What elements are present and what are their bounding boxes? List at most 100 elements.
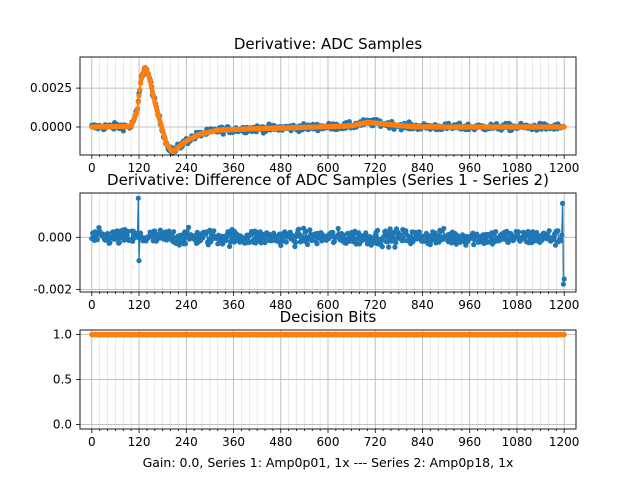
x-tick-label: 960 [458,298,481,312]
data-point [220,131,226,137]
data-point [330,229,336,235]
y-tick-label: 0.000 [38,230,72,244]
data-point [546,228,552,234]
x-tick-label: 240 [175,435,198,449]
data-point [456,120,463,126]
data-point [561,331,567,338]
data-point [246,239,252,245]
data-point [125,228,131,234]
series-2 [89,331,567,338]
x-tick-label: 120 [128,435,151,449]
x-tick-label: 120 [128,161,151,175]
x-tick-label: 600 [317,298,340,312]
data-point [560,281,567,287]
x-tick-label: 480 [269,435,292,449]
data-point [560,200,566,206]
data-point [169,233,175,240]
y-tick-label: -0.002 [33,282,72,296]
data-point [261,236,267,242]
chart-title: Derivative: ADC Samples [234,35,422,53]
panel-difference: 0 120 240 360 480 600 720 840 960 1080 1200 -0.002 0… [33,171,579,312]
data-point [278,242,284,249]
data-point [137,87,143,93]
x-tick-label: 720 [364,435,387,449]
x-tick-label: 720 [364,161,387,175]
data-point [407,234,413,240]
data-point [303,229,309,235]
data-point [463,242,469,248]
data-point [135,99,141,105]
x-tick-label: 1200 [549,161,580,175]
data-point [525,228,531,235]
data-point [375,227,381,233]
data-point [186,224,192,230]
data-point [387,226,393,232]
x-tick-label: 1200 [549,435,580,449]
y-tick-label: 0.0025 [30,81,72,95]
x-tick-label: 1080 [502,161,533,175]
x-tick-label: 240 [175,298,198,312]
x-tick-label: 600 [317,161,340,175]
data-point [505,239,511,245]
data-point [275,239,281,245]
data-point [359,238,365,244]
data-point [498,236,504,243]
data-point [134,230,140,236]
x-tick-label: 1080 [502,435,533,449]
data-point [335,225,341,232]
data-point [379,244,385,250]
data-point [136,93,142,99]
y-tick-label: 0.0 [53,418,72,432]
y-tick-label: 1.0 [53,328,72,342]
x-tick-label: 0 [88,161,96,175]
y-tick-label: 0.5 [53,373,72,387]
x-tick-label: 480 [269,161,292,175]
data-point [403,228,409,234]
data-point [124,232,130,238]
data-point [561,276,567,282]
data-point [559,232,565,238]
data-point [392,244,398,250]
data-point [207,227,213,233]
chart-title: Decision Bits [280,308,377,326]
data-point [331,238,337,245]
x-tick-label: 600 [317,435,340,449]
x-tick-label: 360 [222,435,245,449]
x-tick-label: 240 [175,161,198,175]
data-point [356,230,362,236]
data-point [262,240,268,246]
data-point [561,124,567,130]
x-tick-label: 960 [458,435,481,449]
data-point [293,239,299,245]
data-point [364,241,370,247]
data-point [304,241,311,248]
series-2 [89,64,567,155]
panel-decision-bits: 0 120 240 360 480 600 720 840 960 1080 1200 0.0 0.5 1… [53,308,580,470]
data-point [552,242,559,248]
data-point [211,228,217,234]
data-point [515,229,522,235]
y-tick-label: 0.0000 [30,120,72,134]
data-point [283,239,289,245]
series-1 [89,195,567,287]
x-tick-label: 360 [222,161,245,175]
data-point [398,127,404,133]
data-point [258,240,264,246]
x-tick-label: 0 [88,298,96,312]
x-tick-label: 960 [458,161,481,175]
data-point [107,240,113,246]
data-point [386,244,392,250]
data-point [116,240,122,246]
x-tick-label: 480 [269,298,292,312]
data-point [135,195,141,201]
data-point [441,225,447,232]
x-tick-label: 360 [222,298,245,312]
x-tick-label: 1080 [502,298,533,312]
x-tick-label: 1200 [549,298,580,312]
data-point [227,239,233,245]
data-point [134,109,140,115]
x-tick-label: 840 [411,435,434,449]
data-point [419,233,426,239]
data-point [341,232,347,238]
